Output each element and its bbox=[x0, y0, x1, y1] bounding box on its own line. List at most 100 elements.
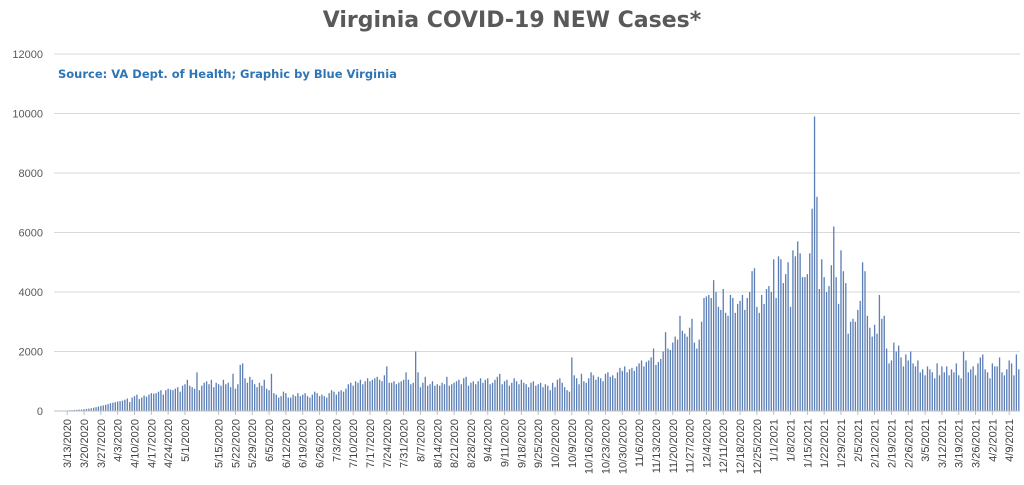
bar bbox=[950, 369, 953, 411]
chart-title: Virginia COVID-19 NEW Cases* bbox=[322, 8, 702, 33]
bar bbox=[607, 372, 609, 411]
bar bbox=[364, 381, 366, 411]
x-tick-label: 3/12/2021 bbox=[937, 419, 949, 468]
bar bbox=[698, 339, 700, 411]
bar bbox=[494, 379, 496, 411]
bar bbox=[439, 385, 441, 411]
x-tick-label: 4/10/2020 bbox=[130, 419, 142, 468]
bar bbox=[585, 382, 587, 411]
bar bbox=[227, 382, 229, 411]
bar bbox=[619, 367, 621, 411]
bar bbox=[595, 379, 597, 411]
x-tick-label: 11/6/2020 bbox=[634, 419, 646, 467]
bar bbox=[691, 318, 693, 411]
bar bbox=[811, 208, 813, 411]
bar bbox=[268, 390, 270, 411]
bar bbox=[467, 385, 470, 411]
bar bbox=[479, 378, 482, 411]
bar bbox=[222, 379, 225, 411]
bar bbox=[282, 391, 285, 411]
bar bbox=[523, 382, 525, 411]
bar bbox=[782, 283, 784, 411]
bar bbox=[946, 366, 948, 412]
y-tick-label: 4000 bbox=[19, 287, 43, 299]
bar bbox=[912, 363, 914, 411]
bar bbox=[472, 381, 474, 411]
bar bbox=[88, 408, 90, 411]
bar bbox=[938, 375, 941, 411]
bar bbox=[602, 381, 604, 411]
bar bbox=[970, 369, 972, 411]
bar bbox=[107, 404, 109, 411]
bar bbox=[338, 391, 340, 411]
bar bbox=[80, 409, 83, 411]
bar bbox=[797, 241, 799, 411]
bar bbox=[369, 381, 371, 411]
bar bbox=[390, 382, 393, 411]
bar bbox=[631, 367, 633, 411]
x-tick-label: 10/2/2020 bbox=[550, 419, 562, 468]
bar bbox=[559, 378, 561, 411]
bar bbox=[304, 393, 306, 411]
bar bbox=[475, 384, 477, 411]
bar bbox=[376, 376, 378, 411]
bar bbox=[321, 394, 323, 411]
bar bbox=[648, 360, 650, 411]
bar bbox=[669, 350, 672, 411]
bar bbox=[419, 387, 422, 411]
bar bbox=[686, 336, 688, 412]
bar bbox=[205, 381, 208, 411]
bar bbox=[765, 289, 768, 411]
bar bbox=[424, 376, 426, 411]
bar bbox=[208, 384, 210, 411]
bar bbox=[525, 384, 527, 411]
bar bbox=[393, 381, 395, 411]
bar bbox=[679, 315, 681, 411]
bar bbox=[434, 385, 436, 411]
bar bbox=[220, 385, 222, 411]
bar bbox=[386, 366, 388, 412]
bar bbox=[117, 401, 119, 411]
bar bbox=[662, 351, 664, 411]
bar bbox=[640, 360, 643, 411]
bar bbox=[833, 226, 835, 411]
bar bbox=[773, 259, 775, 411]
bar bbox=[888, 363, 890, 411]
bar bbox=[761, 294, 763, 411]
bar bbox=[354, 381, 357, 411]
x-axis-tick-labels: 3/13/2020 3/20/2020 3/27/2020 4/3/2020 4/10/… bbox=[62, 411, 1016, 474]
bar bbox=[840, 250, 842, 411]
x-tick-label: 9/25/2020 bbox=[533, 419, 545, 468]
bar bbox=[575, 378, 578, 411]
bars bbox=[56, 116, 1020, 412]
bar bbox=[621, 370, 623, 411]
bar bbox=[400, 381, 402, 411]
bar bbox=[133, 396, 136, 412]
bar bbox=[727, 315, 729, 411]
bar bbox=[520, 379, 523, 411]
bar bbox=[511, 382, 513, 411]
bar bbox=[155, 393, 157, 411]
bar bbox=[842, 271, 845, 411]
bar bbox=[174, 388, 177, 411]
bar bbox=[881, 318, 883, 411]
bar bbox=[890, 360, 893, 411]
bar bbox=[792, 250, 794, 411]
x-tick-label: 8/14/2020 bbox=[432, 419, 444, 468]
bar bbox=[246, 382, 249, 411]
bar bbox=[864, 271, 866, 411]
bar bbox=[571, 357, 573, 411]
bar bbox=[347, 384, 350, 411]
bar bbox=[568, 391, 571, 411]
bar bbox=[696, 348, 698, 411]
x-tick-label: 1/8/2021 bbox=[786, 419, 798, 462]
bar bbox=[813, 116, 816, 411]
bar bbox=[799, 253, 801, 411]
bar bbox=[672, 342, 674, 411]
bar bbox=[751, 271, 753, 411]
bar bbox=[655, 364, 657, 411]
bar bbox=[955, 363, 957, 411]
x-tick-label: 1/1/2021 bbox=[769, 419, 781, 462]
bar bbox=[578, 384, 580, 411]
bar bbox=[551, 382, 554, 411]
